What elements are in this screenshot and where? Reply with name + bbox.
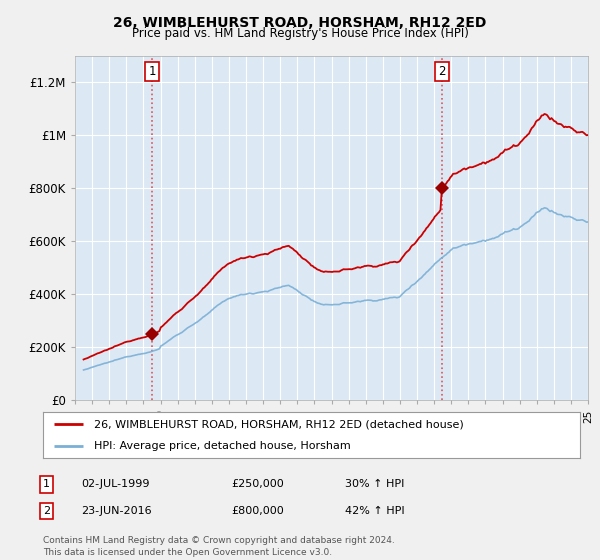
Text: 23-JUN-2016: 23-JUN-2016 [81, 506, 152, 516]
Text: 1: 1 [43, 479, 50, 489]
Text: Price paid vs. HM Land Registry's House Price Index (HPI): Price paid vs. HM Land Registry's House … [131, 27, 469, 40]
Text: 2: 2 [43, 506, 50, 516]
Text: 30% ↑ HPI: 30% ↑ HPI [345, 479, 404, 489]
Text: 26, WIMBLEHURST ROAD, HORSHAM, RH12 2ED: 26, WIMBLEHURST ROAD, HORSHAM, RH12 2ED [113, 16, 487, 30]
Text: £250,000: £250,000 [231, 479, 284, 489]
Text: 42% ↑ HPI: 42% ↑ HPI [345, 506, 404, 516]
Text: 02-JUL-1999: 02-JUL-1999 [81, 479, 149, 489]
Text: HPI: Average price, detached house, Horsham: HPI: Average price, detached house, Hors… [94, 441, 351, 451]
Text: £800,000: £800,000 [231, 506, 284, 516]
Text: Contains HM Land Registry data © Crown copyright and database right 2024.
This d: Contains HM Land Registry data © Crown c… [43, 536, 395, 557]
Text: 26, WIMBLEHURST ROAD, HORSHAM, RH12 2ED (detached house): 26, WIMBLEHURST ROAD, HORSHAM, RH12 2ED … [94, 419, 464, 430]
Text: 1: 1 [148, 65, 156, 78]
Text: 2: 2 [439, 65, 446, 78]
